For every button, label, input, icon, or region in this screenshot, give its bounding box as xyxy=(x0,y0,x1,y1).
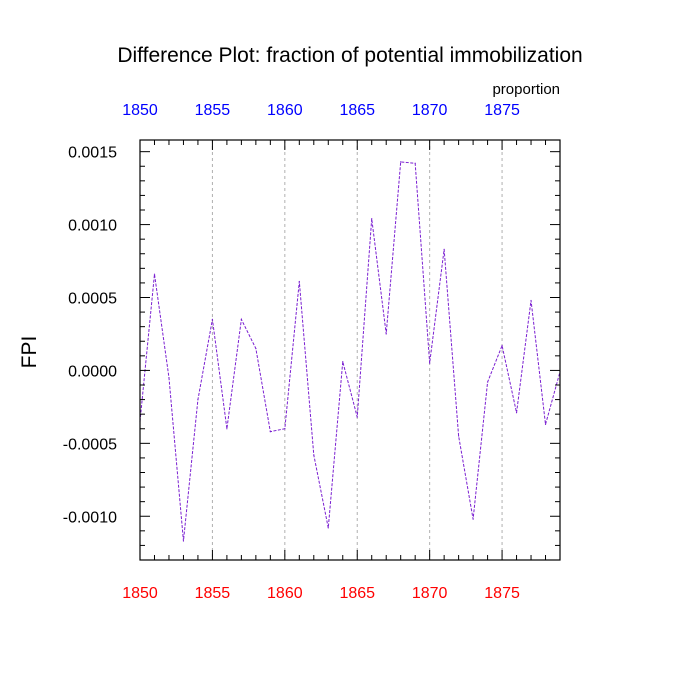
data-point xyxy=(342,361,344,363)
y-tick-label: 0.0005 xyxy=(68,291,117,308)
data-point xyxy=(153,273,156,275)
data-point xyxy=(298,280,300,283)
x-tick-label-top: 1855 xyxy=(195,102,231,119)
x-tick-label-bottom: 1850 xyxy=(122,585,158,602)
data-point xyxy=(255,347,257,350)
data-point xyxy=(269,431,271,433)
data-point xyxy=(501,345,503,347)
y-tick-label: 0.0010 xyxy=(68,218,117,235)
x-tick-label-bottom: 1865 xyxy=(339,585,375,602)
data-point xyxy=(168,377,170,379)
data-point xyxy=(414,162,416,164)
chart-title: Difference Plot: fraction of potential i… xyxy=(117,44,582,67)
x-tick-label-top: 1860 xyxy=(267,102,303,119)
data-point xyxy=(544,423,547,425)
x-tick-label-top: 1870 xyxy=(412,102,448,119)
data-point xyxy=(530,299,532,302)
x-tick-label-top: 1865 xyxy=(339,102,375,119)
units-label: proportion xyxy=(492,81,560,98)
data-point xyxy=(472,518,474,520)
data-point xyxy=(400,161,402,163)
data-point xyxy=(313,454,315,456)
x-tick-label-bottom: 1855 xyxy=(195,585,231,602)
data-point xyxy=(385,333,387,335)
y-tick-label: 0.0015 xyxy=(68,145,117,162)
grid-layer xyxy=(211,140,503,560)
data-point xyxy=(327,527,329,529)
data-point xyxy=(486,381,489,383)
x-tick-label-bottom: 1875 xyxy=(484,585,520,602)
axis-layer: 1850 1850 1855 1855 1860 1860 1865 1865 1870 1870… xyxy=(63,102,561,602)
data-point xyxy=(226,428,228,430)
data-point xyxy=(458,435,460,437)
series-line xyxy=(139,161,561,542)
data-point xyxy=(515,412,518,414)
x-tick-label-top: 1850 xyxy=(122,102,158,119)
data-point xyxy=(182,540,185,542)
data-point xyxy=(429,362,431,364)
series-layer xyxy=(139,161,561,542)
data-point xyxy=(240,318,242,320)
data-point xyxy=(356,416,358,418)
y-tick-label: -0.0005 xyxy=(63,436,117,453)
y-tick-label: -0.0010 xyxy=(63,509,117,526)
data-point xyxy=(443,248,445,250)
y-tick-label: 0.0000 xyxy=(68,363,117,380)
data-point xyxy=(211,318,214,320)
x-tick-label-bottom: 1860 xyxy=(267,585,303,602)
plot-frame xyxy=(139,139,561,561)
data-point xyxy=(371,218,373,220)
data-point xyxy=(284,428,286,430)
y-axis-label: FPI xyxy=(18,336,41,369)
data-point xyxy=(197,398,199,401)
x-tick-label-top: 1875 xyxy=(484,102,520,119)
x-tick-label-bottom: 1870 xyxy=(412,585,448,602)
